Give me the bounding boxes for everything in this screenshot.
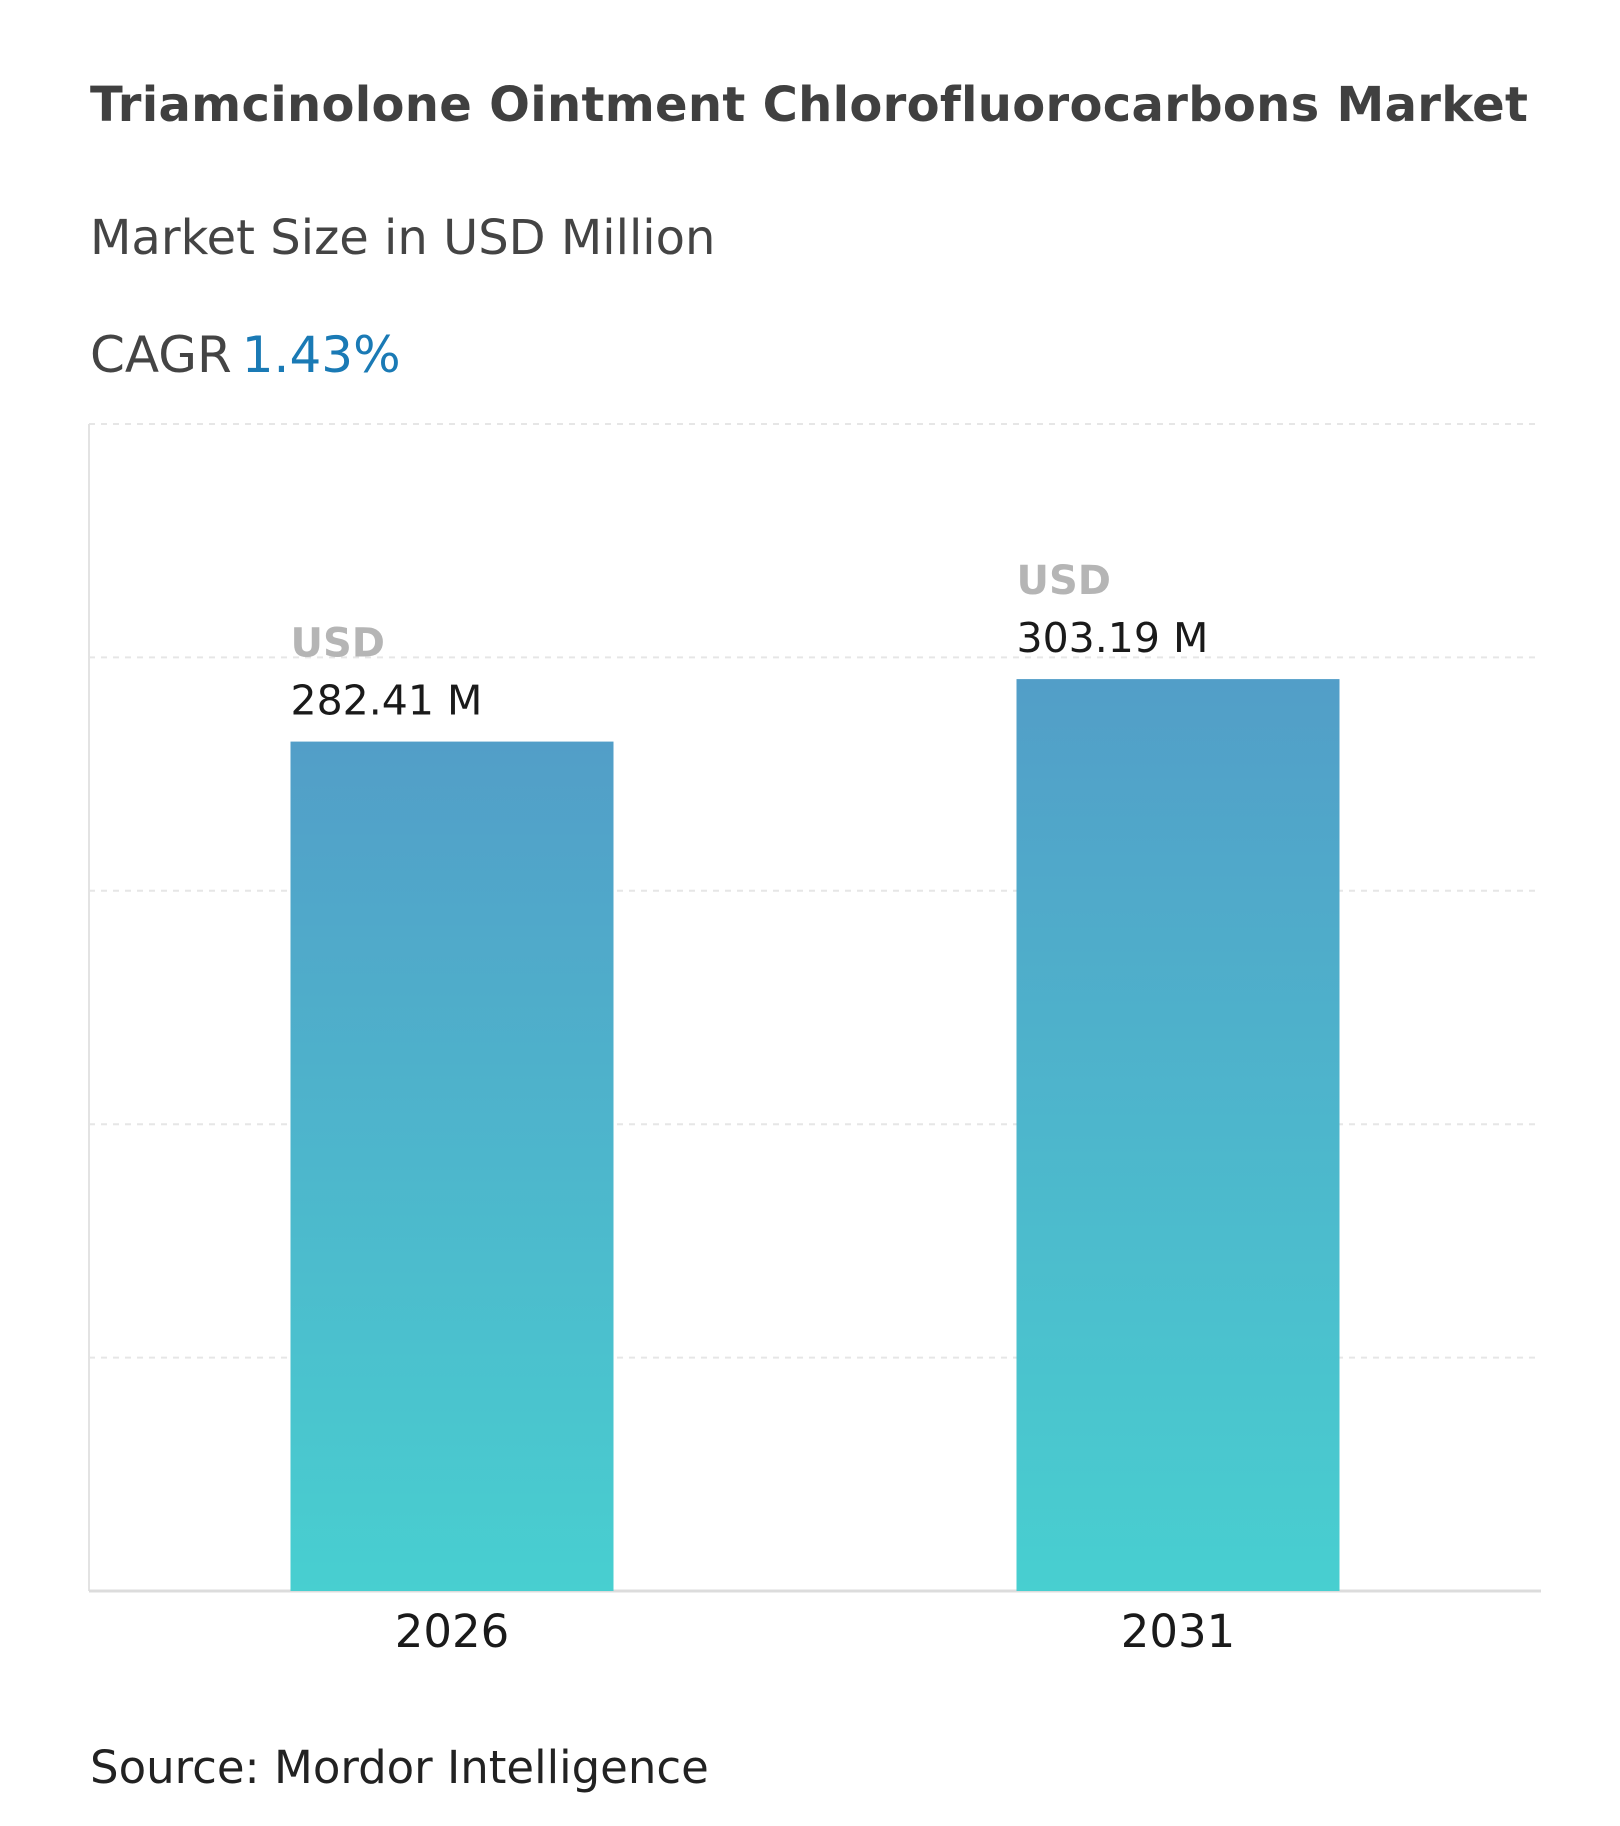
chart-title: Triamcinolone Ointment Chlorofluorocarbo… <box>90 77 1529 133</box>
data-label-value: 303.19 M <box>1017 614 1209 662</box>
x-tick-label: 2031 <box>1121 1605 1236 1658</box>
data-label-value: 282.41 M <box>291 677 483 725</box>
cagr-value: 1.43% <box>241 326 401 384</box>
cagr-label: CAGR <box>90 326 232 384</box>
bar-2031 <box>1016 679 1340 1591</box>
data-label-prefix: USD <box>291 621 386 667</box>
cagr: CAGR 1.43% <box>90 325 401 385</box>
data-label-prefix: USD <box>1017 558 1112 604</box>
chart-subtitle: Market Size in USD Million <box>90 210 716 266</box>
x-tick-label: 2026 <box>395 1605 510 1658</box>
bar-2026 <box>290 741 614 1591</box>
source-note: Source: Mordor Intelligence <box>90 1741 709 1794</box>
